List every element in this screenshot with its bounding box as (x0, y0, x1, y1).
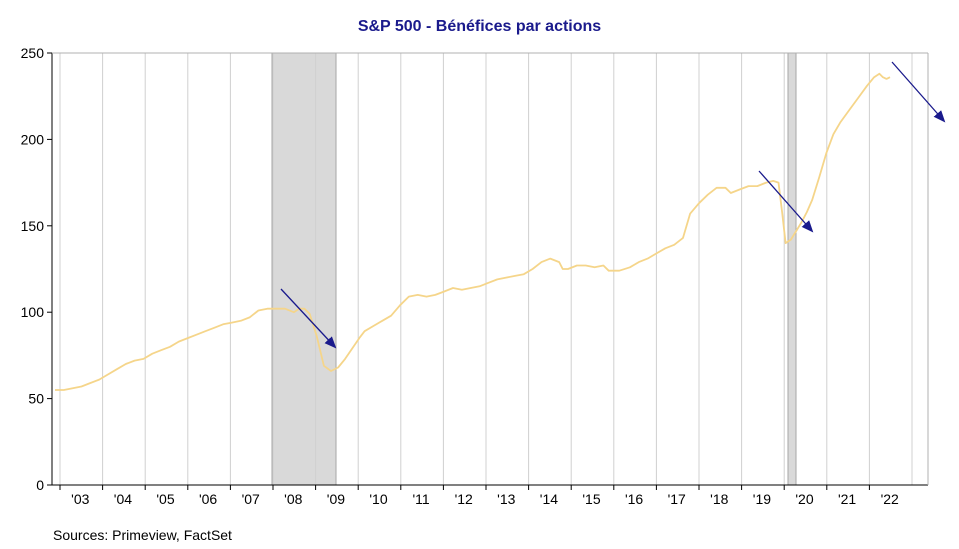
recession-band (788, 53, 796, 485)
trend-arrow (280, 288, 337, 349)
x-tick-label: '03 (71, 491, 89, 507)
y-tick-label: 250 (21, 45, 45, 61)
x-tick-label: '13 (497, 491, 515, 507)
x-tick-label: '12 (455, 491, 473, 507)
y-tick-label: 200 (21, 131, 45, 147)
x-tick-label: '15 (582, 491, 600, 507)
x-tick-label: '22 (881, 491, 899, 507)
x-tick-label: '05 (156, 491, 174, 507)
y-tick-label: 50 (28, 391, 44, 407)
x-tick-label: '21 (838, 491, 856, 507)
x-tick-label: '07 (242, 491, 260, 507)
y-tick-label: 0 (36, 477, 44, 493)
x-tick-label: '16 (625, 491, 643, 507)
x-tick-label: '09 (327, 491, 345, 507)
x-tick-label: '17 (668, 491, 686, 507)
chart-title: S&P 500 - Bénéfices par actions (357, 18, 602, 35)
x-tick-label: '04 (114, 491, 132, 507)
y-tick-label: 150 (21, 218, 45, 234)
x-tick-label: '10 (369, 491, 387, 507)
x-tick-label: '19 (753, 491, 771, 507)
trend-arrow (891, 61, 946, 123)
x-tick-label: '11 (412, 491, 429, 507)
x-tick-label: '08 (284, 491, 302, 507)
trend-arrow (758, 170, 814, 233)
x-tick-label: '06 (199, 491, 217, 507)
eps-series-line (55, 72, 891, 391)
source-note: Sources: Primeview, FactSet (53, 527, 232, 543)
x-tick-label: '18 (710, 491, 728, 507)
y-tick-label: 100 (21, 304, 45, 320)
x-tick-label: '20 (795, 491, 813, 507)
x-tick-label: '14 (540, 491, 558, 507)
recession-band (272, 53, 336, 485)
